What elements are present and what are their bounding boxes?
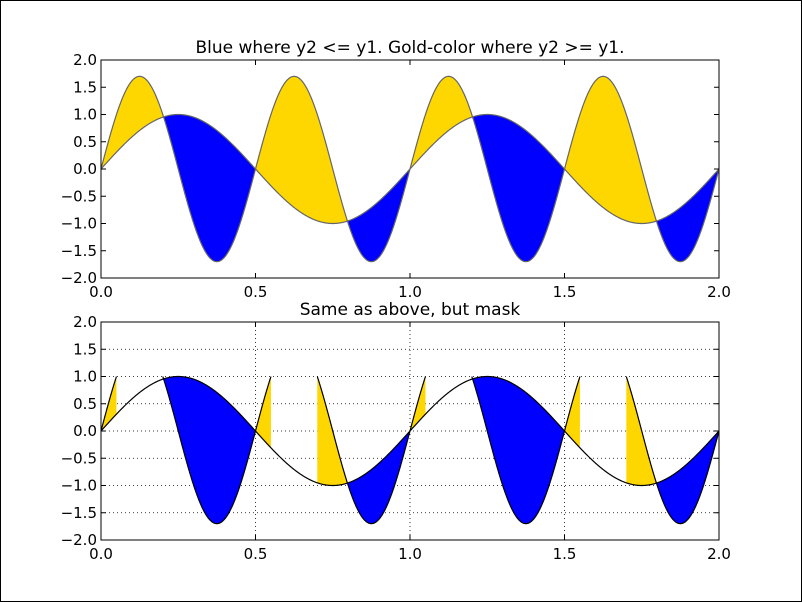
fill-blue-region [163,376,256,524]
fill-gold-region [565,376,580,448]
fill-gold-region [101,76,164,169]
y-tick-label: 1.0 [73,368,97,386]
x-tick-label: 1.0 [398,545,422,563]
fill-blue-region [472,376,565,524]
x-tick-label: 1.5 [553,283,577,301]
y-tick-label: −0.5 [61,187,97,205]
x-tick-label: 2.0 [707,545,731,563]
x-tick-label: 1.5 [553,545,577,563]
fill-gold-region [256,376,271,448]
x-tick-label: 2.0 [707,283,731,301]
y-tick-label: 0.0 [73,160,97,178]
y-tick-label: −1.0 [61,215,97,233]
y-tick-label: 1.5 [73,340,97,358]
fill-gold-region [256,76,348,224]
fill-regions [101,76,719,262]
fill-gold-region [565,76,657,224]
y-tick-label: −2.0 [61,269,97,287]
fill-blue-region [347,431,410,524]
fill-blue-region [163,114,256,262]
y-tick-label: −1.0 [61,477,97,495]
subplot-1: 0.0 0.5 1.0 1.5 2.0 2.0 1.5 1.0 0.5 0.0 −0.5 −1.0 −1… [61,38,731,301]
y-tick-label: 0.5 [73,133,97,151]
y-tick-label: 0.0 [73,422,97,440]
fill-blue-region [656,169,719,262]
fill-blue-region [347,169,410,262]
x-tick-label: 0.0 [89,283,113,301]
y-tick-label: −0.5 [61,449,97,467]
fill-gold-region [410,76,473,169]
series-line-y2 [101,75,719,263]
x-tick-label: 1.0 [398,283,422,301]
y-tick-label: 0.5 [73,395,97,413]
chart-title: Blue where y2 <= y1. Gold-color where y2… [195,38,624,58]
y-tick-label: 2.0 [73,51,97,69]
series-line-y2 [101,376,719,525]
chart-title: Same as above, but mask [300,300,521,320]
series-lines [101,75,719,263]
x-tick-label: 0.5 [244,545,268,563]
y-tick-label: −1.5 [61,504,97,522]
fill-blue-region [656,431,719,524]
fill-blue-region [472,114,565,262]
y-tick-label: −2.0 [61,531,97,549]
subplot-2: 0.0 0.5 1.0 1.5 2.0 2.0 1.5 1.0 0.5 0.0 −0.5 −1.0 −1… [61,300,731,563]
y-tick-label: 2.0 [73,313,97,331]
series-lines [101,375,719,525]
x-tick-label: 0.0 [89,545,113,563]
y-tick-label: 1.5 [73,78,97,96]
y-tick-label: −1.5 [61,242,97,260]
x-tick-label: 0.5 [244,283,268,301]
y-tick-label: 1.0 [73,106,97,124]
